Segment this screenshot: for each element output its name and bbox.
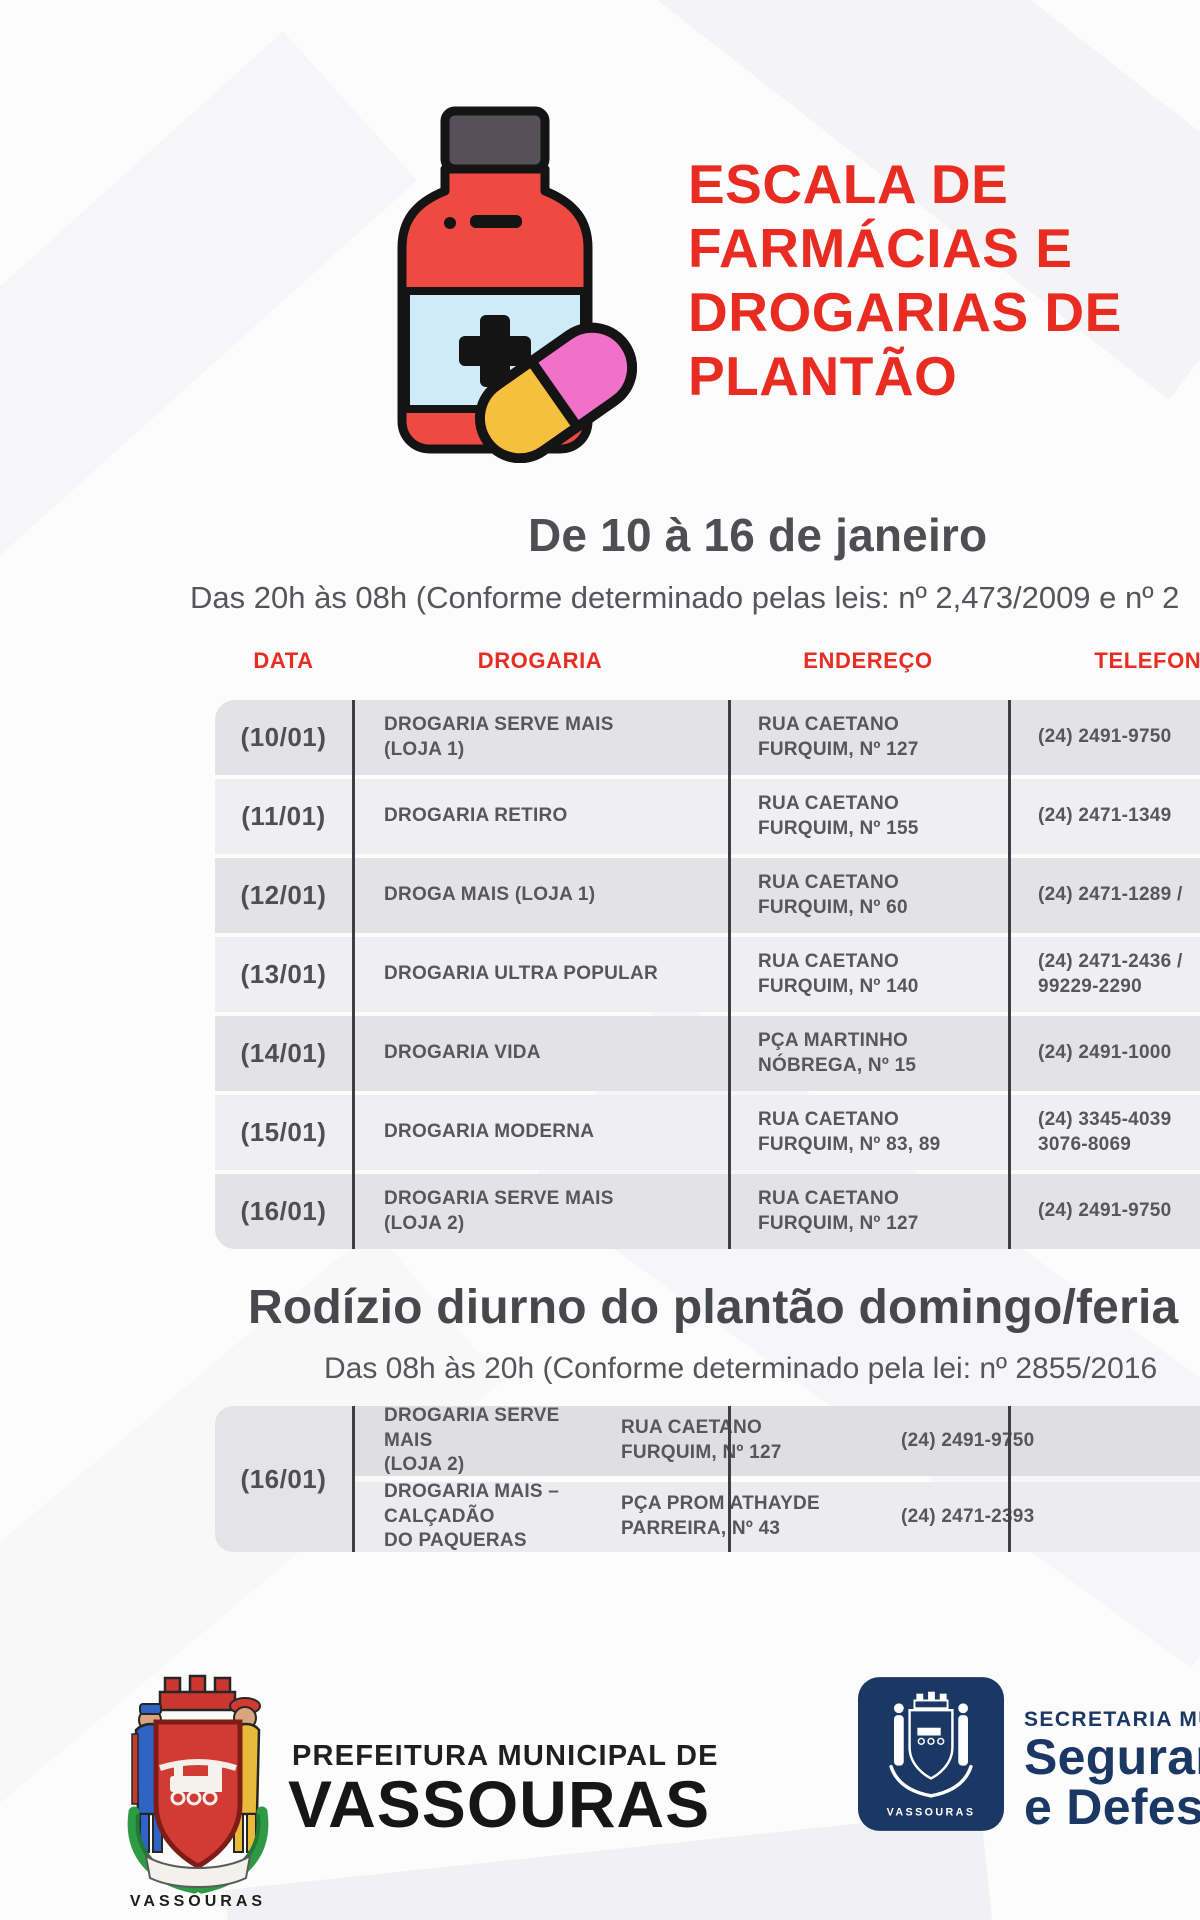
drugstore-cell: DROGARIA MODERNA [384, 1121, 595, 1143]
table-column-divider [728, 700, 731, 1249]
phone-cell: (24) 2491-9750 [1038, 1200, 1172, 1222]
drugstore-cell: DROGA MAIS (LOJA 1) [384, 884, 596, 906]
address-cell: RUA CAETANO FURQUIM, Nº 60 [758, 871, 908, 918]
phone-cell: (24) 2471-1289 / [1038, 884, 1183, 906]
phone-cell: (24) 2471-2393 [901, 1505, 1035, 1527]
table-row: (13/01) DROGARIA ULTRA POPULAR RUA CAETA… [215, 937, 1200, 1012]
secretaria-label: SECRETARIA MUNICIPA [1024, 1708, 1200, 1731]
column-header-data: DATA [253, 648, 314, 673]
date-cell: (12/01) [240, 879, 327, 910]
table-column-divider [1008, 1406, 1011, 1552]
phone-cell: (24) 2491-9750 [901, 1429, 1035, 1451]
address-cell: RUA CAETANO FURQUIM, Nº 127 [621, 1417, 782, 1463]
period-title: De 10 à 16 de janeiro [528, 509, 988, 561]
address-cell: RUA CAETANO FURQUIM, Nº 127 [758, 1187, 919, 1234]
secretaria-badge-icon: VASSOURAS [858, 1676, 1004, 1832]
table-column-divider [1008, 700, 1011, 1249]
secretaria-line1: Seguran [1024, 1729, 1200, 1785]
address-cell: RUA CAETANO FURQUIM, Nº 127 [758, 713, 919, 760]
vassouras-coat-of-arms: VASSOURAS [106, 1664, 290, 1910]
table-column-divider [352, 700, 355, 1249]
column-header-endereco: ENDEREÇO [803, 648, 933, 673]
address-cell: PÇA PROM ATHAYDE PARREIRA, Nº 43 [621, 1493, 820, 1539]
drugstore-cell: DROGARIA VIDA [384, 1042, 541, 1064]
date-cell: (10/01) [240, 721, 327, 752]
table-row: (11/01) DROGARIA RETIRO RUA CAETANO FURQ… [215, 779, 1200, 854]
table-row: (15/01) DROGARIA MODERNA RUA CAETANO FUR… [215, 1095, 1200, 1170]
poster-title-line: ESCALA DE [688, 153, 1009, 215]
prefecture-name: VASSOURAS [288, 1767, 711, 1841]
day-rotation-title: Rodízio diurno do plantão domingo/feria [248, 1281, 1179, 1334]
phone-cell: (24) 2471-1349 [1038, 805, 1172, 827]
address-cell: RUA CAETANO FURQUIM, Nº 83, 89 [758, 1108, 941, 1155]
day-law-note: Das 08h às 20h (Conforme determinado pel… [324, 1352, 1158, 1385]
date-cell: (15/01) [240, 1116, 327, 1147]
column-header-telefone: TELEFONE [1094, 648, 1200, 673]
night-schedule-table: (10/01) DROGARIA SERVE MAIS (LOJA 1) RUA… [215, 700, 1200, 1249]
phone-cell: (24) 2491-1000 [1038, 1042, 1172, 1064]
drugstore-cell: DROGARIA RETIRO [384, 805, 568, 827]
day-rotation-table: (16/01) DROGARIA SERVE MAIS (LOJA 2) RUA… [215, 1404, 1200, 1552]
poster-title-line: FARMÁCIAS E [688, 217, 1073, 279]
address-cell: RUA CAETANO FURQUIM, Nº 155 [758, 792, 919, 839]
date-cell: (14/01) [240, 1037, 327, 1068]
crest-caption: VASSOURAS [130, 1893, 266, 1910]
date-cell: (11/01) [241, 800, 326, 831]
poster-title-line: PLANTÃO [688, 345, 958, 407]
poster-title-line: DROGARIAS DE [688, 281, 1122, 343]
secretaria-text-block: SECRETARIA MUNICIPA Seguran e Defesa [1024, 1708, 1200, 1832]
date-cell: (16/01) [240, 1195, 327, 1226]
table-row: DROGARIA SERVE MAIS (LOJA 2) RUA CAETANO… [352, 1404, 1200, 1476]
table-column-divider [352, 1406, 355, 1552]
prefecture-label: PREFEITURA MUNICIPAL DE [292, 1740, 719, 1772]
night-law-note: Das 20h às 08h (Conforme determinado pel… [190, 580, 1180, 615]
table-row: (12/01) DROGA MAIS (LOJA 1) RUA CAETANO … [215, 858, 1200, 933]
badge-caption: VASSOURAS [887, 1806, 976, 1818]
date-cell: (16/01) [215, 1406, 352, 1552]
drugstore-cell: DROGARIA ULTRA POPULAR [384, 963, 658, 985]
table-column-divider [728, 1406, 731, 1552]
table-row: (14/01) DROGARIA VIDA PÇA MARTINHO NÓBRE… [215, 1016, 1200, 1091]
poster-title: ESCALA DE FARMÁCIAS E DROGARIAS DE PLANT… [688, 152, 1200, 408]
phone-cell: (24) 2491-9750 [1038, 726, 1172, 748]
table-row: (10/01) DROGARIA SERVE MAIS (LOJA 1) RUA… [215, 700, 1200, 775]
phone-cell: (24) 2471-2436 / 99229-2290 [1038, 950, 1183, 997]
table-row: (16/01) DROGARIA SERVE MAIS (LOJA 2) RUA… [215, 1174, 1200, 1249]
address-cell: PÇA MARTINHO NÓBREGA, Nº 15 [758, 1029, 917, 1076]
drugstore-cell: DROGARIA MAIS – CALÇADÃO DO PAQUERAS [384, 1480, 560, 1552]
table-row: DROGARIA MAIS – CALÇADÃO DO PAQUERAS PÇA… [352, 1480, 1200, 1552]
drugstore-cell: DROGARIA SERVE MAIS (LOJA 2) [384, 1404, 560, 1476]
pill-icon [474, 322, 638, 464]
medicine-bottle-icon [330, 103, 650, 464]
drugstore-cell: DROGARIA SERVE MAIS (LOJA 2) [384, 1187, 614, 1234]
table-header-row: DATA DROGARIA ENDEREÇO TELEFONE [215, 648, 1200, 674]
phone-cell: (24) 3345-4039 3076-8069 [1038, 1108, 1172, 1155]
drugstore-cell: DROGARIA SERVE MAIS (LOJA 1) [384, 713, 614, 760]
secretaria-line2: e Defesa [1024, 1779, 1200, 1835]
column-header-drogaria: DROGARIA [477, 648, 603, 673]
address-cell: RUA CAETANO FURQUIM, Nº 140 [758, 950, 919, 997]
date-cell: (13/01) [240, 958, 327, 989]
